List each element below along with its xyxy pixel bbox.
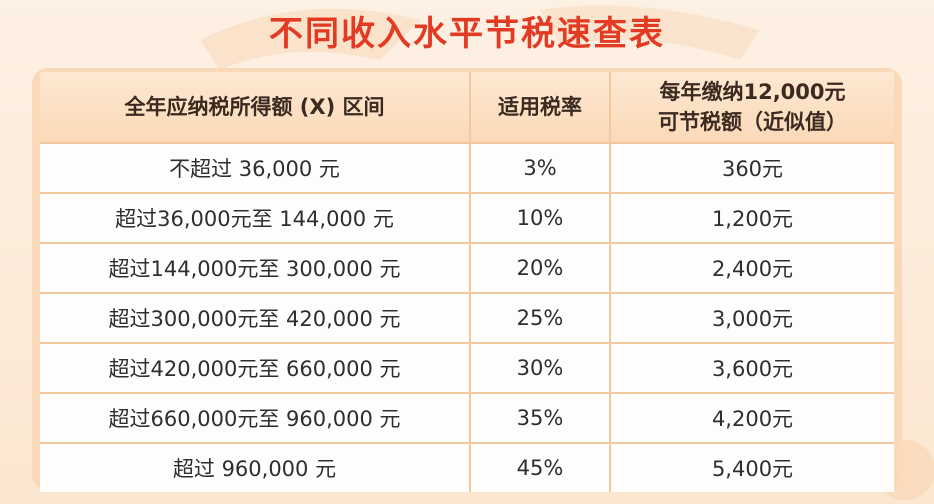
table-cell: 超过144,000元至 300,000 元 bbox=[40, 242, 471, 294]
table-cell: 360元 bbox=[609, 142, 894, 194]
header-text: 可节税额（近似值） bbox=[658, 110, 847, 134]
table-cell: 超过420,000元至 660,000 元 bbox=[40, 342, 471, 394]
header-text: 全年应纳税所得额 (X) 区间 bbox=[124, 95, 385, 119]
table-cell: 超过300,000元至 420,000 元 bbox=[40, 292, 471, 344]
table-cell: 20% bbox=[469, 242, 611, 294]
table-row: 超过144,000元至 300,000 元 20% 2,400元 bbox=[40, 242, 894, 294]
table-cell: 10% bbox=[469, 192, 611, 244]
table-row: 超过 960,000 元 45% 5,400元 bbox=[40, 442, 894, 492]
table-frame: 全年应纳税所得额 (X) 区间 适用税率 每年缴纳12,000元 可节税额（近似值） … bbox=[32, 68, 902, 492]
table-cell: 超过36,000元至 144,000 元 bbox=[40, 192, 471, 244]
table-row: 超过36,000元至 144,000 元 10% 1,200元 bbox=[40, 192, 894, 244]
title: 不同收入水平节税速查表 bbox=[269, 14, 665, 54]
table-cell: 2,400元 bbox=[609, 242, 894, 294]
header-cell: 每年缴纳12,000元 可节税额（近似值） bbox=[610, 72, 894, 143]
table-cell: 超过660,000元至 960,000 元 bbox=[40, 392, 471, 444]
table-body: 不超过 36,000 元 3% 360元 超过36,000元至 144,000 元 10… bbox=[40, 142, 894, 492]
table-cell: 35% bbox=[469, 392, 611, 444]
table-cell: 不超过 36,000 元 bbox=[40, 142, 471, 194]
table-cell: 25% bbox=[469, 292, 611, 344]
table-row: 超过420,000元至 660,000 元 30% 3,600元 bbox=[40, 342, 894, 394]
table-cell: 3,000元 bbox=[609, 292, 894, 344]
table-cell: 1,200元 bbox=[609, 192, 894, 244]
table-row: 超过300,000元至 420,000 元 25% 3,000元 bbox=[40, 292, 894, 344]
header-text: 每年缴纳12,000元 bbox=[659, 80, 846, 104]
header-row: 全年应纳税所得额 (X) 区间 适用税率 每年缴纳12,000元 可节税额（近似值） bbox=[40, 72, 894, 143]
table-cell: 45% bbox=[469, 442, 611, 492]
tax-table: 全年应纳税所得额 (X) 区间 适用税率 每年缴纳12,000元 可节税额（近似值） … bbox=[40, 72, 894, 492]
table-cell: 3,600元 bbox=[609, 342, 894, 394]
table-cell: 超过 960,000 元 bbox=[40, 442, 471, 492]
header-text: 适用税率 bbox=[498, 95, 582, 119]
table-cell: 5,400元 bbox=[609, 442, 894, 492]
header-cell: 适用税率 bbox=[470, 72, 611, 143]
table-cell: 3% bbox=[469, 142, 611, 194]
table-row: 不超过 36,000 元 3% 360元 bbox=[40, 142, 894, 194]
table-cell: 30% bbox=[469, 342, 611, 394]
table-row: 超过660,000元至 960,000 元 35% 4,200元 bbox=[40, 392, 894, 444]
header-cell: 全年应纳税所得额 (X) 区间 bbox=[40, 72, 471, 143]
table-cell: 4,200元 bbox=[609, 392, 894, 444]
